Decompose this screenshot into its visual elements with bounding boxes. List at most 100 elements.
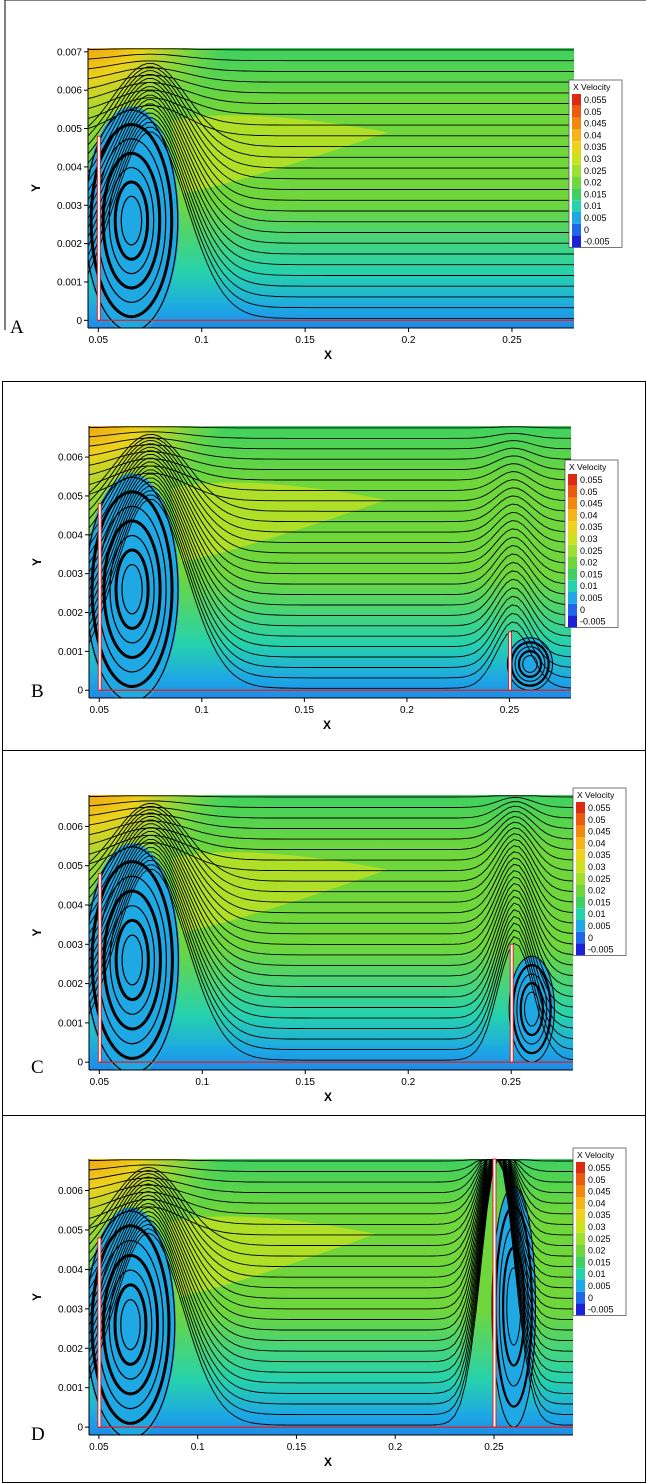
streamline — [88, 74, 574, 94]
x-tick-label: 0.25 — [500, 705, 520, 716]
obstacle-2 — [507, 631, 512, 691]
panel-label: B — [31, 681, 44, 702]
streamline — [89, 843, 573, 998]
legend-label: 0.04 — [588, 838, 606, 848]
legend-swatch — [572, 212, 581, 224]
panel-label: C — [31, 1057, 44, 1078]
streamline — [88, 103, 574, 255]
y-tick-label: 0.004 — [58, 530, 83, 541]
vortex-streamline — [120, 195, 143, 246]
legend-label: 0.005 — [584, 213, 607, 223]
streamline — [88, 48, 574, 51]
legend-label: 0.035 — [580, 522, 603, 532]
streamline — [89, 437, 571, 450]
streamline — [88, 112, 574, 276]
legend-swatch — [576, 1209, 585, 1221]
y-tick-label: 0.005 — [58, 861, 83, 872]
streamline — [89, 803, 573, 882]
y-tick-label: 0.005 — [57, 124, 82, 135]
y-tick-label: 0.005 — [58, 491, 83, 502]
streamline — [89, 796, 573, 808]
legend-label: 0.015 — [584, 189, 607, 199]
legend-label: 0.055 — [588, 1163, 611, 1173]
x-tick-label: 0.25 — [502, 335, 522, 346]
legend-swatch — [568, 556, 577, 569]
legend-label: 0.025 — [584, 166, 607, 176]
panel-c: 0.05 0.1 0.15 0.2 0.25 0 0.001 0.002 0.003 0.004 0… — [2, 751, 646, 1116]
streamline — [88, 89, 574, 115]
x-tick-label: 0.15 — [295, 335, 315, 346]
streamline — [89, 847, 573, 1008]
y-tick-label: 0.002 — [57, 239, 82, 250]
legend-swatch — [576, 1256, 585, 1269]
streamline — [89, 440, 571, 533]
legend-label: 0.03 — [588, 862, 606, 872]
y-tick-label: 0 — [76, 316, 82, 327]
streamline — [88, 105, 574, 137]
obstacle-1 — [97, 1237, 102, 1428]
streamline — [88, 62, 574, 148]
legend-label: 0 — [580, 605, 585, 615]
streamline — [89, 821, 573, 861]
vortex-streamline — [113, 1283, 148, 1366]
streamline — [89, 469, 571, 616]
y-tick-label: 0.006 — [58, 1186, 83, 1197]
legend-swatch — [572, 164, 581, 177]
streamline — [88, 97, 574, 126]
x-tick-label: 0.05 — [89, 335, 109, 346]
y-tick-label: 0.006 — [58, 453, 83, 464]
x-axis-label: X — [324, 1090, 332, 1104]
streamline — [89, 450, 571, 564]
y-tick-label: 0.001 — [58, 1018, 83, 1029]
legend-swatch — [568, 568, 577, 581]
streamline — [89, 806, 573, 893]
boundary-layer — [89, 1411, 573, 1435]
streamline — [89, 486, 571, 658]
y-axis-label: Y — [30, 928, 44, 936]
streamline — [88, 82, 574, 105]
legend-label: 0 — [584, 225, 589, 235]
obstacle-2 — [492, 1158, 497, 1428]
legend-swatch — [572, 200, 581, 212]
streamline — [89, 433, 571, 512]
legend-swatch — [576, 813, 585, 826]
legend-label: 0.03 — [584, 154, 602, 164]
legend-label: 0.025 — [588, 1234, 611, 1244]
vortex-streamline — [89, 122, 174, 319]
legend-swatch — [576, 1232, 585, 1245]
jet-region — [171, 852, 388, 933]
legend-label: 0.015 — [588, 897, 611, 907]
legend-label: 0.02 — [588, 886, 606, 896]
streamline — [89, 490, 571, 668]
legend-swatch — [576, 825, 585, 838]
streamline — [88, 122, 574, 298]
legend-label: 0 — [588, 933, 593, 943]
streamline — [88, 60, 574, 72]
y-tick-label: 0.002 — [58, 1344, 83, 1355]
y-tick-label: 0.007 — [57, 47, 82, 58]
streamline — [89, 827, 573, 872]
legend-swatch — [576, 920, 585, 932]
legend-swatch — [572, 153, 581, 165]
y-tick-label: 0.006 — [58, 822, 83, 833]
obstacle-1 — [96, 135, 101, 321]
panel-label: A — [10, 317, 24, 338]
legend-swatch — [576, 1291, 585, 1304]
legend-label: 0.03 — [588, 1222, 606, 1232]
vortex-streamline — [88, 109, 179, 328]
streamline — [88, 117, 574, 287]
y-tick-label: 0 — [77, 1423, 83, 1434]
legend-swatch — [568, 544, 577, 557]
x-tick-label: 0.2 — [401, 1077, 415, 1088]
plot-area — [89, 795, 573, 1070]
vortex-streamline — [108, 1269, 153, 1380]
x-axis-label: X — [324, 1455, 332, 1469]
streamline — [88, 74, 574, 180]
streamline — [89, 499, 571, 689]
streamline — [89, 830, 573, 966]
x-tick-label: 0.1 — [195, 705, 209, 716]
x-tick-label: 0.15 — [295, 705, 315, 716]
legend-label: 0.005 — [580, 593, 603, 603]
legend-swatch — [576, 872, 585, 885]
y-tick-label: 0.003 — [58, 569, 83, 580]
